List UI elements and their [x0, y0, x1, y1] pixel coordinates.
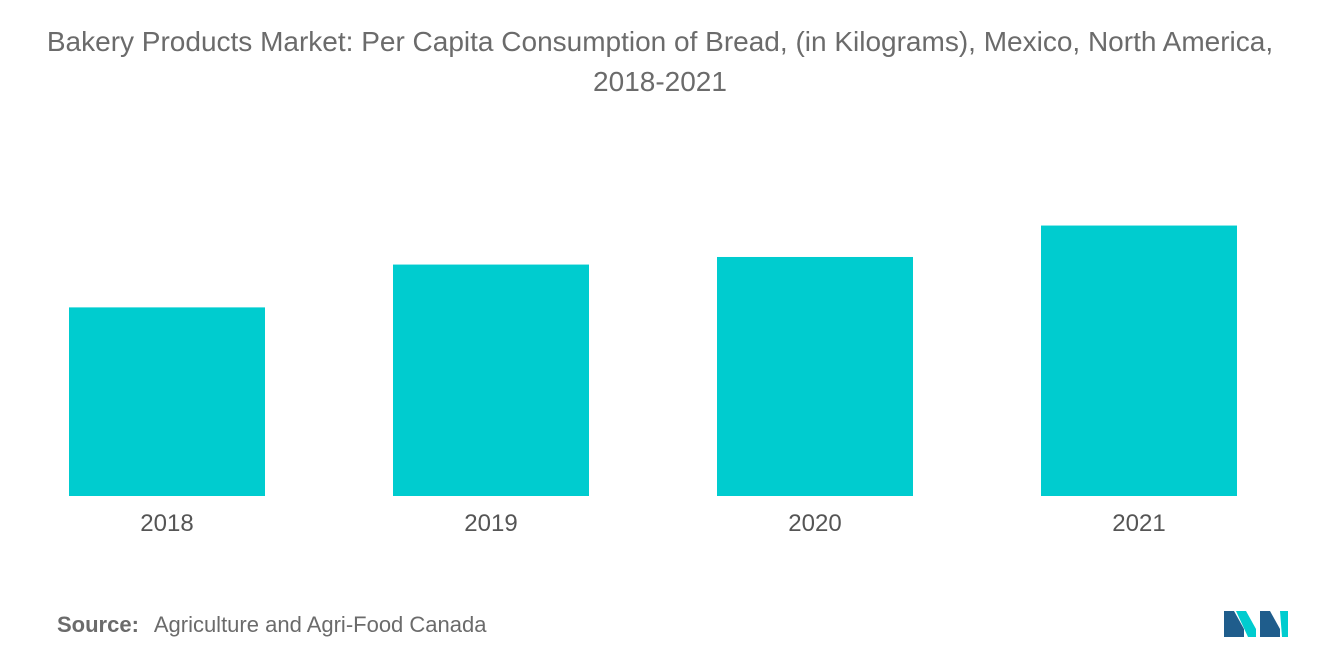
- x-tick-label-2021: 2021: [1112, 510, 1165, 537]
- bar-2018: [69, 307, 265, 496]
- source-note: Source: Agriculture and Agri-Food Canada: [57, 612, 486, 638]
- bar-chart: 2018 2019 2020 2021: [69, 225, 1237, 537]
- bar-2019: [393, 264, 589, 496]
- x-tick-label-2020: 2020: [788, 510, 841, 537]
- x-tick-labels: 2018 2019 2020 2021: [140, 510, 1165, 537]
- x-tick-label-2019: 2019: [464, 510, 517, 537]
- x-tick-label-2018: 2018: [140, 510, 193, 537]
- source-label: Source:: [57, 612, 139, 637]
- bars-group: [69, 225, 1237, 497]
- mordor-intelligence-logo-icon: [1224, 611, 1288, 637]
- logo-shape-left: [1224, 611, 1244, 637]
- logo-shape-mid: [1236, 611, 1256, 637]
- bar-2020: [717, 256, 913, 496]
- source-text: Agriculture and Agri-Food Canada: [153, 612, 487, 637]
- logo-shape-accent: [1280, 611, 1288, 637]
- chart-title: Bakery Products Market: Per Capita Consu…: [46, 26, 1274, 97]
- bar-2021: [1041, 225, 1237, 497]
- logo-shape-right: [1260, 611, 1280, 637]
